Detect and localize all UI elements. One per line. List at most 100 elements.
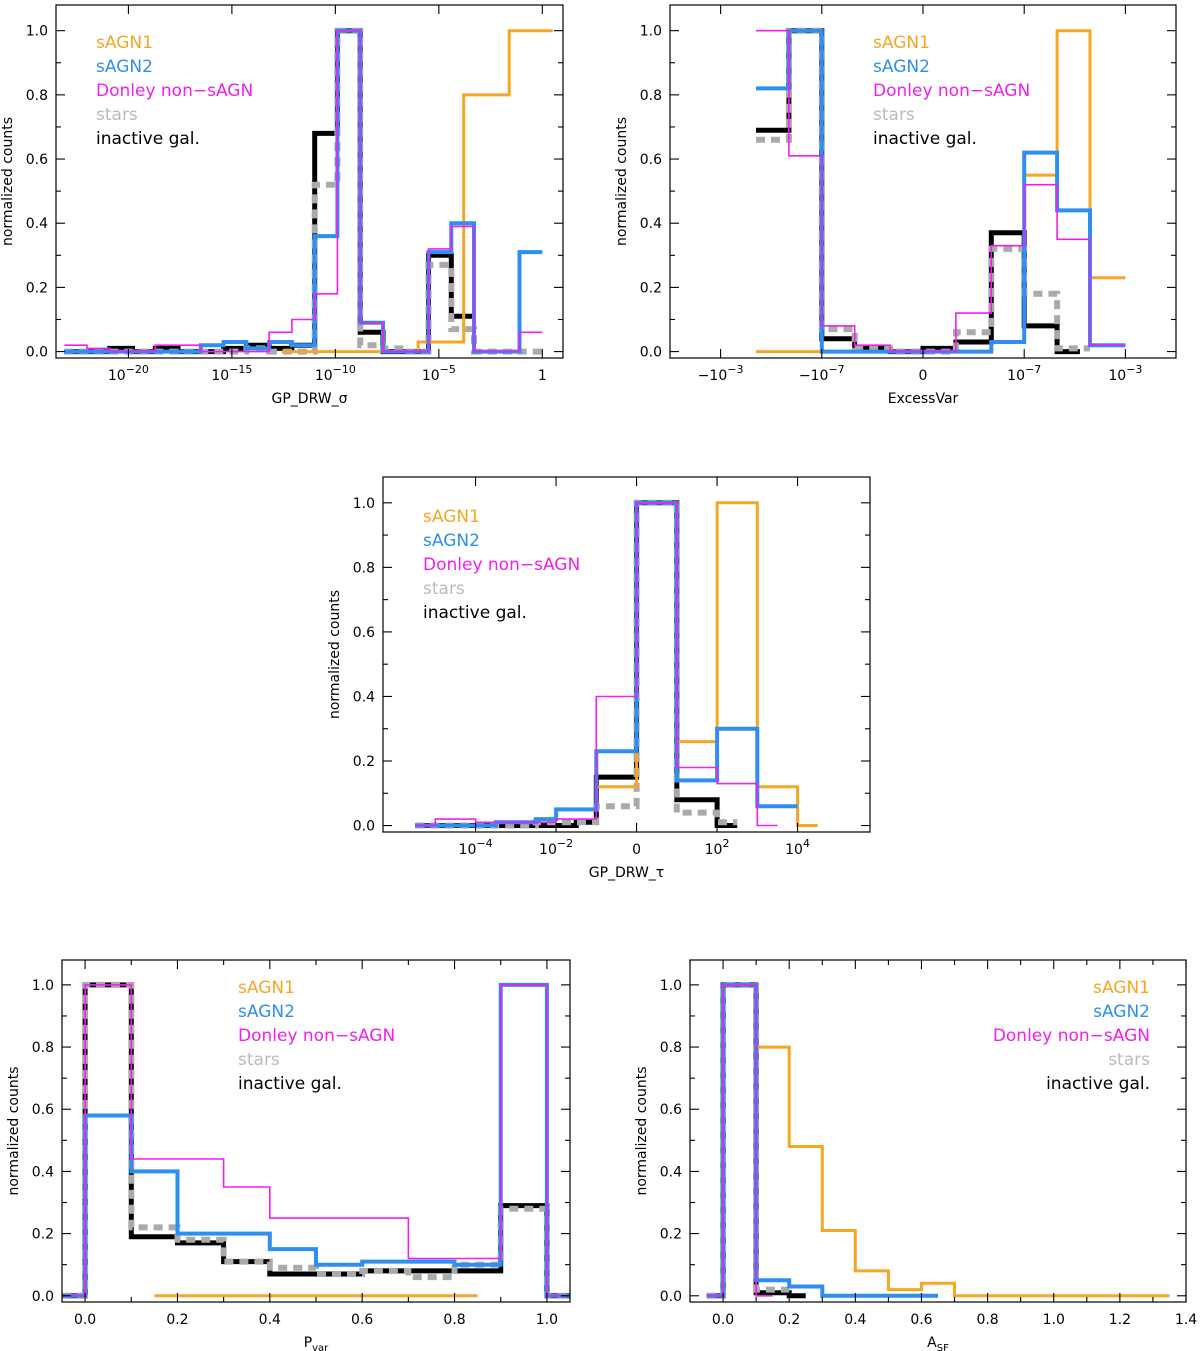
y-tick-label: 0.0 (660, 1289, 682, 1305)
series-donley-non-sagn (756, 29, 1126, 353)
legend-entry: inactive gal. (1046, 1074, 1150, 1094)
x-tick-label: 1.0 (536, 1312, 558, 1328)
y-tick-label: 0.4 (26, 216, 48, 232)
legend: sAGN1 sAGN2 Donley non−sAGN stars inactive g… (873, 33, 1030, 149)
x-tick-label: 10−3 (1108, 363, 1142, 384)
axes-frame (55, 4, 564, 359)
x-tick-label: 10−15 (211, 363, 252, 384)
y-tick-label: 0.2 (26, 280, 48, 296)
x-tick-label: 0.4 (259, 1312, 281, 1328)
x-tick-label: 0.4 (844, 1312, 866, 1328)
x-tick-label: −10−7 (799, 363, 845, 384)
legend-entry: sAGN2 (96, 57, 153, 77)
legend-entry: stars (873, 105, 915, 125)
y-tick-label: 0.8 (640, 88, 662, 104)
y-tick-label: 1.0 (32, 978, 54, 994)
panel-1: 0.0 0.2 0.4 0.6 0.8 1.0 10−20 10−15 10−10 10−5 1 GP… (0, 4, 564, 407)
x-tick-label: 0.2 (166, 1312, 188, 1328)
series-inactive-gal- (415, 500, 738, 828)
y-tick-label: 0.6 (353, 625, 375, 641)
y-tick-label: 0.4 (660, 1164, 682, 1180)
series-donley-non-sagn (415, 502, 778, 827)
x-axis-label: ASF (927, 1335, 949, 1351)
x-tick-label: 10−2 (539, 837, 573, 858)
legend-entry: sAGN2 (238, 1002, 295, 1022)
x-tick-label: 1 (538, 368, 547, 384)
legend-entry: sAGN1 (96, 33, 153, 53)
legend-entry: stars (1108, 1050, 1150, 1070)
legend-entry: inactive gal. (238, 1074, 342, 1094)
x-tick-label: 10−4 (459, 837, 493, 858)
x-tick-label: 0.6 (910, 1312, 932, 1328)
legend-entry: Donley non−sAGN (96, 81, 253, 101)
x-tick-label: −10−3 (698, 363, 744, 384)
y-tick-label: 0.6 (640, 152, 662, 168)
legend: sAGN1 sAGN2 Donley non−sAGN stars inactive g… (423, 507, 580, 623)
x-tick-label: 0.8 (443, 1312, 465, 1328)
legend-entry: sAGN1 (873, 33, 930, 53)
y-tick-label: 0.6 (32, 1102, 54, 1118)
legend-entry: sAGN2 (423, 531, 480, 551)
legend-entry: sAGN1 (238, 978, 295, 998)
legend: sAGN1 sAGN2 Donley non−sAGN stars inactive g… (993, 978, 1150, 1094)
series-layer (62, 981, 570, 1299)
x-tick-label: 1.0 (1043, 1312, 1065, 1328)
legend-entry: sAGN2 (873, 57, 930, 77)
legend: sAGN1 sAGN2 Donley non−sAGN stars inactive g… (238, 978, 395, 1094)
series-layer (64, 27, 553, 355)
legend-entry: Donley non−sAGN (993, 1026, 1150, 1046)
y-tick-label: 1.0 (26, 24, 48, 40)
legend-entry: stars (238, 1050, 280, 1070)
legend: sAGN1 sAGN2 Donley non−sAGN stars inactive g… (96, 33, 253, 149)
y-tick-label: 1.0 (660, 978, 682, 994)
y-tick-label: 0.4 (353, 689, 375, 705)
series-stars (415, 499, 738, 829)
series-stars (756, 27, 1090, 355)
x-tick-label: 0 (919, 368, 928, 384)
series-donley-non-sagn (706, 984, 773, 1297)
series-stars (706, 981, 790, 1299)
legend-entry: sAGN1 (423, 507, 480, 527)
axes-frame (689, 959, 1187, 1303)
series-stars (64, 27, 543, 355)
x-tick-label: 10−10 (315, 363, 356, 384)
y-axis-label: normalized counts (327, 590, 343, 719)
legend-entry: inactive gal. (96, 129, 200, 149)
y-tick-label: 0.0 (353, 819, 375, 835)
y-axis-label: normalized counts (0, 117, 16, 246)
series-sagn2 (756, 28, 1126, 354)
x-tick-label: 0.6 (351, 1312, 373, 1328)
x-tick-label: 10−5 (422, 363, 456, 384)
x-tick-label: 102 (705, 837, 730, 858)
x-tick-label: 1.2 (1109, 1312, 1131, 1328)
y-axis-label: normalized counts (634, 1066, 650, 1195)
y-tick-label: 0.2 (640, 280, 662, 296)
series-sagn1 (281, 29, 553, 354)
y-tick-label: 0.8 (660, 1040, 682, 1056)
x-tick-label: 0.8 (976, 1312, 998, 1328)
series-layer (415, 499, 818, 829)
y-tick-label: 1.0 (640, 24, 662, 40)
y-tick-label: 0.0 (640, 345, 662, 361)
legend-entry: inactive gal. (873, 129, 977, 149)
x-tick-label: 10−20 (108, 363, 149, 384)
y-tick-label: 0.4 (32, 1164, 54, 1180)
panel-5: 0.0 0.2 0.4 0.6 0.8 1.0 0.0 0.2 0.4 0.6 0.8 1.0 1.2 1… (634, 959, 1197, 1351)
x-tick-label: 0 (632, 842, 641, 858)
y-tick-label: 0.2 (660, 1227, 682, 1243)
x-axis-label: ExcessVar (888, 391, 959, 407)
series-sagn2 (64, 28, 543, 354)
legend-entry: sAGN2 (1093, 1002, 1150, 1022)
x-tick-label: 0.0 (74, 1312, 96, 1328)
series-sagn2 (706, 982, 938, 1298)
y-axis-label: normalized counts (614, 117, 630, 246)
x-tick-label: 0.0 (712, 1312, 734, 1328)
x-tick-label: 1.4 (1175, 1312, 1197, 1328)
y-tick-label: 0.8 (32, 1040, 54, 1056)
series-inactive-gal- (64, 28, 474, 355)
series-stars (62, 981, 570, 1299)
legend-entry: Donley non−sAGN (238, 1026, 395, 1046)
y-tick-label: 0.0 (32, 1289, 54, 1305)
series-donley-non-sagn (62, 984, 570, 1297)
x-tick-label: 10−7 (1007, 363, 1041, 384)
